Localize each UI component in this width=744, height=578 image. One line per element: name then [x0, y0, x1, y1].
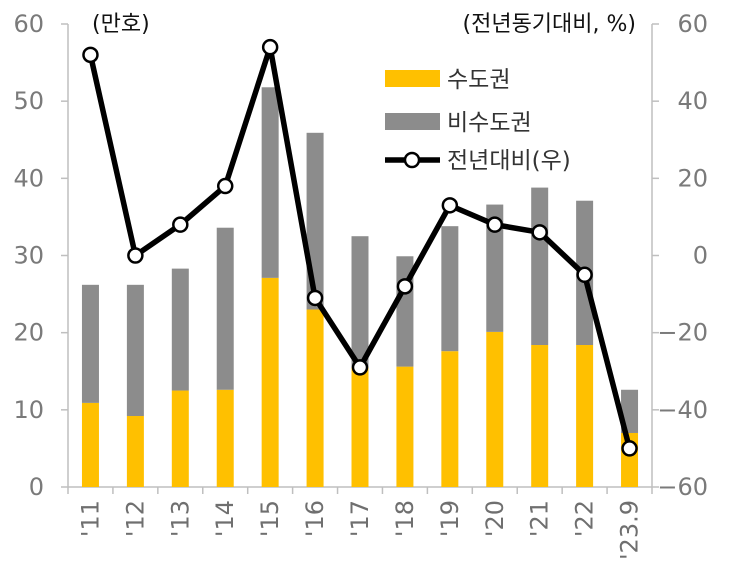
yoy-point: [306, 289, 324, 307]
axes: 0 10 20 30 40 50 60 −60 −40 −20 0 20 40 60 '11 '12 '13 '1…: [13, 10, 708, 560]
left-tick-label: 40: [13, 164, 44, 192]
legend-swatch-non-metro: [385, 113, 440, 130]
x-tick-label: '12: [121, 500, 149, 537]
legend-marker-yoy: [403, 151, 421, 169]
right-tick-label: 60: [677, 10, 708, 38]
bar-non-metro: [126, 284, 144, 417]
x-tick-label: '19: [436, 500, 464, 537]
yoy-point: [351, 359, 369, 376]
bar-metro: [531, 345, 549, 487]
left-tick-label: 20: [13, 319, 44, 347]
bar-metro: [216, 389, 234, 487]
x-tick-label: '16: [301, 500, 329, 537]
bar-non-metro: [441, 226, 459, 352]
right-tick-label: −60: [657, 473, 708, 501]
yoy-point: [261, 38, 279, 56]
bar-non-metro: [486, 204, 504, 332]
bar-non-metro: [351, 236, 369, 368]
yoy-point: [486, 216, 504, 233]
bar-metro: [351, 367, 369, 487]
bar-metro: [576, 345, 594, 487]
x-tick-label: '14: [211, 500, 239, 537]
right-tick-label: −20: [657, 319, 708, 347]
right-tick-label: 0: [693, 242, 708, 270]
right-tick-label: 40: [677, 87, 708, 115]
bar-metro: [306, 309, 324, 487]
yoy-line: [82, 38, 638, 457]
bar-metro: [81, 402, 99, 487]
bar-metro: [261, 277, 279, 487]
legend-swatch-metro: [385, 70, 440, 87]
yoy-point: [127, 247, 144, 264]
left-tick-label: 30: [13, 242, 44, 270]
yoy-point: [621, 440, 638, 457]
yoy-point: [396, 278, 414, 295]
yoy-point: [216, 177, 234, 195]
yoy-point: [82, 46, 99, 64]
legend-label-yoy: 전년대비(우): [447, 148, 571, 174]
right-axis-unit: (전년동기대비, %): [463, 12, 637, 37]
left-tick-label: 60: [13, 10, 44, 38]
right-tick-label: 20: [677, 164, 708, 192]
bar-non-metro: [81, 284, 99, 403]
left-axis-unit: (만호): [92, 12, 150, 37]
x-tick-label: '13: [166, 500, 194, 537]
x-tick-label: '15: [256, 500, 284, 537]
x-tick-label: '21: [526, 500, 554, 537]
yoy-point: [576, 266, 593, 284]
bar-metro: [171, 390, 189, 487]
x-tick-label: '23.9: [616, 500, 644, 560]
bar-metro: [126, 416, 144, 487]
x-tick-label: '20: [481, 500, 509, 537]
bar-metro: [396, 366, 414, 487]
left-tick-label: 50: [13, 87, 44, 115]
legend-label-non-metro: 비수도권: [447, 110, 532, 136]
left-tick-label: 10: [13, 396, 44, 424]
bar-non-metro: [531, 187, 549, 346]
left-tick-label: 0: [29, 473, 44, 501]
bar-non-metro: [261, 87, 279, 278]
x-tick-label: '18: [391, 500, 419, 537]
x-tick-label: '22: [571, 500, 599, 537]
yoy-point: [441, 197, 459, 214]
bar-non-metro: [171, 268, 189, 391]
yoy-point: [531, 224, 548, 241]
bar-metro: [486, 331, 504, 487]
x-tick-label: '17: [346, 500, 374, 537]
bars: [81, 87, 639, 487]
x-tick-label: '11: [76, 500, 104, 537]
yoy-point: [172, 216, 189, 233]
legend-label-metro: 수도권: [447, 67, 510, 93]
right-tick-label: −40: [657, 396, 708, 424]
bar-metro: [441, 351, 459, 487]
bar-non-metro: [216, 227, 234, 390]
